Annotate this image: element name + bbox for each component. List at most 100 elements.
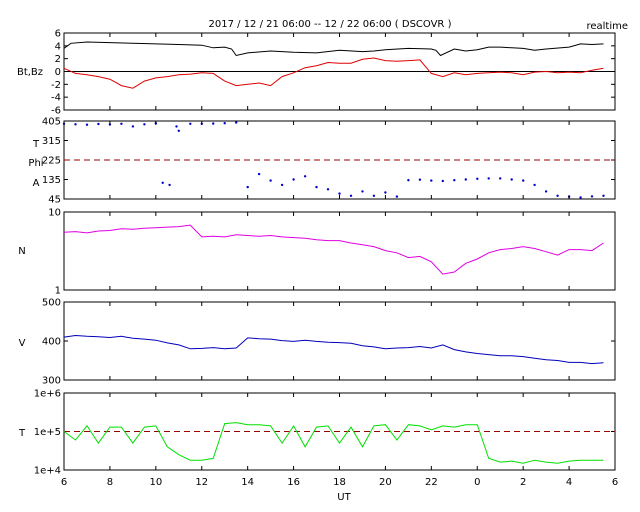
y-tick-label: 10 — [48, 208, 61, 219]
data-point-phi — [223, 122, 226, 125]
y-tick-label: 1e+6 — [34, 389, 61, 400]
y-tick-label: -4 — [51, 93, 61, 104]
ylabel-phi: Phi — [28, 158, 43, 169]
series-line-bt — [63, 41, 604, 57]
data-point-phi — [418, 178, 422, 181]
data-point-phi — [315, 185, 318, 189]
data-point-phi — [120, 122, 123, 126]
y-tick-label: 6 — [55, 29, 61, 40]
panel-frame — [63, 211, 616, 291]
ylabel-bt-bz: Bt,Bz — [17, 67, 43, 78]
data-point-phi — [246, 185, 249, 189]
data-point-phi — [257, 172, 261, 176]
data-point-phi — [161, 181, 164, 184]
data-point-phi — [269, 179, 272, 182]
panel-magnetic-field: Bt,Bz 64 2 0 -2 -4 -6 — [17, 29, 616, 117]
data-point-phi — [464, 178, 467, 181]
y-tick-label: -2 — [51, 80, 61, 91]
data-point-phi — [533, 183, 536, 187]
panel-density: N 10 1 — [18, 208, 616, 297]
ylabel-n: N — [18, 246, 25, 257]
data-point-phi — [372, 194, 376, 197]
y-tick-label: 1e+4 — [34, 466, 61, 477]
chart-title: 2017 / 12 / 21 06:00 -- 12 / 22 06:00 ( … — [209, 19, 452, 30]
x-axis-label: UT — [337, 492, 351, 503]
data-point-phi — [476, 177, 479, 180]
data-point-phi — [590, 195, 594, 198]
y-tick-label: 405 — [42, 117, 61, 128]
data-point-phi — [212, 122, 215, 125]
data-point-phi — [74, 123, 77, 126]
data-point-phi — [453, 179, 456, 182]
y-tick-label: 0 — [55, 67, 61, 78]
x-tick-label: 2 — [520, 477, 526, 488]
y-tick-label: 1e+5 — [34, 427, 61, 438]
data-point-phi — [522, 179, 525, 182]
data-point-phi — [430, 179, 433, 182]
data-point-phi — [303, 175, 307, 178]
data-point-phi — [441, 179, 444, 183]
data-point-phi — [143, 123, 146, 126]
data-point-phi — [544, 190, 548, 193]
x-tick-label: 10 — [149, 477, 162, 488]
data-point-phi — [175, 125, 178, 128]
series-line-t — [63, 422, 604, 464]
ylabel-temperature: T — [18, 428, 26, 439]
data-point-phi — [326, 188, 330, 191]
data-point-phi — [510, 178, 513, 181]
realtime-badge: realtime — [586, 21, 628, 32]
data-point-phi — [349, 194, 353, 197]
panel-speed: V 500 400 300 — [19, 298, 616, 387]
x-tick-label: 14 — [241, 477, 254, 488]
data-point-phi — [292, 178, 295, 181]
data-point-phi — [395, 195, 399, 198]
y-tick-label: 4 — [55, 41, 61, 52]
y-tick-label: 400 — [42, 337, 61, 348]
data-point-phi — [384, 191, 387, 194]
series-line-n — [63, 224, 604, 275]
x-tick-label: 4 — [566, 477, 572, 488]
panel-frame — [63, 301, 616, 381]
x-tick-label: 16 — [287, 477, 300, 488]
ylabel-a: A — [33, 178, 40, 189]
y-tick-label: 1 — [55, 286, 61, 297]
y-tick-label: -6 — [51, 106, 61, 117]
x-tick-label: 6 — [61, 477, 67, 488]
series-line-bz — [63, 57, 604, 89]
data-point-phi — [556, 194, 559, 197]
y-tick-label: 225 — [42, 156, 61, 167]
data-point-phi — [280, 183, 284, 187]
x-tick-label: 0 — [474, 477, 480, 488]
series-line-v — [63, 334, 604, 365]
y-tick-label: 2 — [55, 54, 61, 65]
data-point-phi — [177, 129, 180, 132]
x-tick-label: 22 — [425, 477, 438, 488]
data-point-phi — [499, 177, 502, 180]
x-tick-label: 8 — [107, 477, 113, 488]
data-point-phi — [361, 190, 364, 193]
x-tick-label: 12 — [195, 477, 208, 488]
data-point-phi — [97, 122, 100, 126]
data-point-phi — [407, 179, 410, 182]
y-tick-label: 45 — [48, 195, 61, 206]
x-tick-label: 20 — [379, 477, 392, 488]
x-tick-label: 6 — [612, 477, 618, 488]
panel-phi-angle: T Phi A 405 315 225 135 45 — [28, 117, 616, 206]
y-tick-label: 300 — [42, 376, 61, 387]
data-point-phi — [602, 194, 605, 197]
data-point-phi — [235, 121, 238, 124]
data-point-phi — [131, 125, 135, 128]
panel-temperature: T 1e+6 1e+5 1e+4 — [18, 389, 616, 477]
y-tick-label: 315 — [42, 136, 61, 147]
data-point-phi — [487, 177, 490, 180]
data-point-phi — [168, 183, 171, 187]
y-tick-label: 135 — [42, 175, 61, 186]
data-point-phi — [338, 192, 341, 195]
data-point-phi — [189, 122, 192, 126]
ylabel-t: T — [32, 139, 40, 150]
data-point-phi — [579, 196, 582, 199]
x-tick-label: 18 — [333, 477, 346, 488]
ylabel-v: V — [19, 338, 26, 349]
data-point-phi — [85, 123, 89, 126]
